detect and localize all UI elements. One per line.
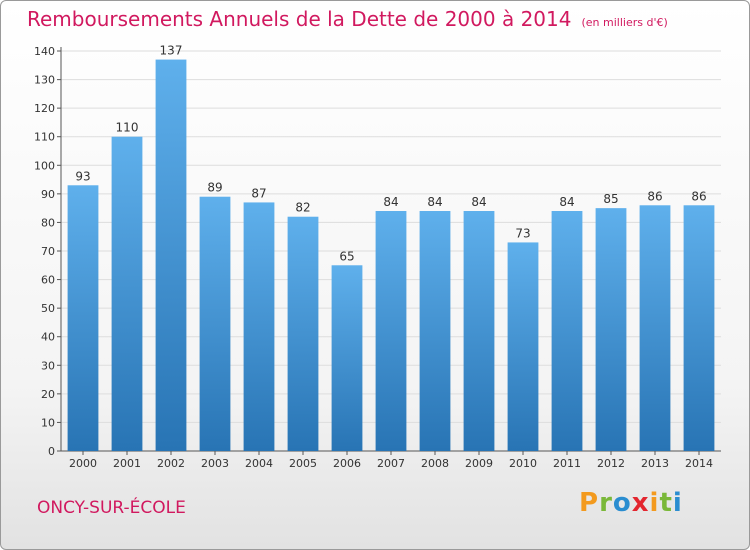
data-label: 85 (603, 192, 618, 206)
y-tick-label: 110 (34, 131, 55, 144)
bar-2013 (639, 205, 671, 451)
bar-2012 (595, 208, 627, 451)
x-tick-label: 2007 (377, 457, 405, 470)
data-label: 86 (691, 189, 706, 203)
bar-2010 (507, 242, 539, 451)
x-tick-label: 2006 (333, 457, 361, 470)
logo-letter: o (612, 488, 632, 518)
data-label: 86 (647, 189, 662, 203)
y-tick-label: 40 (41, 331, 55, 344)
y-tick-label: 60 (41, 274, 55, 287)
bar-2004 (243, 202, 275, 451)
data-label: 137 (160, 44, 183, 58)
x-tick-label: 2013 (641, 457, 669, 470)
x-tick-label: 2002 (157, 457, 185, 470)
y-tick-label: 50 (41, 302, 55, 315)
bar-2009 (463, 211, 495, 451)
x-tick-label: 2001 (113, 457, 141, 470)
axes: 0 10 20 30 40 50 60 70 80 90 100 110 120 130 140 2000 20… (34, 45, 721, 470)
x-tick-label: 2003 (201, 457, 229, 470)
data-label: 82 (295, 201, 310, 215)
logo-letter: P (579, 488, 600, 518)
bar-2000 (67, 185, 99, 452)
x-tick-label: 2005 (289, 457, 317, 470)
x-tick-label: 2010 (509, 457, 537, 470)
bar-2003 (199, 196, 231, 451)
data-label: 65 (339, 249, 354, 263)
logo-letter: r (599, 488, 613, 518)
y-tick-label: 10 (41, 416, 55, 429)
logo-letter: i (672, 488, 683, 518)
logo-letter: i (649, 488, 660, 518)
x-tick-label: 2014 (685, 457, 713, 470)
chart-title-text: Remboursements Annuels de la Dette de 20… (27, 7, 572, 31)
x-tick-label: 2009 (465, 457, 493, 470)
data-label: 89 (207, 181, 222, 195)
logo-letter: x (631, 488, 650, 518)
bar-2005 (287, 216, 319, 451)
y-tick-label: 140 (34, 45, 55, 58)
bars (67, 59, 715, 452)
chart-unit: (en milliers d'€) (581, 16, 668, 29)
y-tick-label: 90 (41, 188, 55, 201)
bar-2002 (155, 59, 187, 451)
bar-2007 (375, 211, 407, 451)
y-tick-label: 0 (48, 445, 55, 458)
y-tick-label: 130 (34, 74, 55, 87)
data-label: 73 (515, 226, 530, 240)
y-tick-label: 20 (41, 388, 55, 401)
data-label: 84 (383, 195, 398, 209)
bar-2011 (551, 211, 583, 451)
proxiti-logo[interactable]: Proxiti (579, 488, 683, 518)
x-tick-label: 2011 (553, 457, 581, 470)
data-label: 87 (251, 186, 266, 200)
data-label: 84 (559, 195, 574, 209)
data-label: 93 (75, 169, 90, 183)
data-labels: 93 110 137 89 87 82 65 84 84 84 73 84 85 86 86 (75, 44, 706, 264)
logo-letter: t (659, 488, 673, 518)
x-tick-label: 2000 (69, 457, 97, 470)
x-tick-label: 2008 (421, 457, 449, 470)
y-tick-label: 100 (34, 159, 55, 172)
bar-2001 (111, 136, 143, 451)
y-tick-label: 30 (41, 359, 55, 372)
y-tick-label: 120 (34, 102, 55, 115)
chart-title: Remboursements Annuels de la Dette de 20… (27, 7, 668, 31)
bar-2008 (419, 211, 451, 451)
y-tick-label: 80 (41, 216, 55, 229)
town-name: ONCY-SUR-ÉCOLE (37, 498, 186, 518)
x-tick-label: 2012 (597, 457, 625, 470)
data-label: 110 (116, 121, 139, 135)
bar-2014 (683, 205, 715, 451)
x-tick-label: 2004 (245, 457, 273, 470)
data-label: 84 (427, 195, 442, 209)
y-tick-label: 70 (41, 245, 55, 258)
bar-2006 (331, 265, 363, 451)
data-label: 84 (471, 195, 486, 209)
